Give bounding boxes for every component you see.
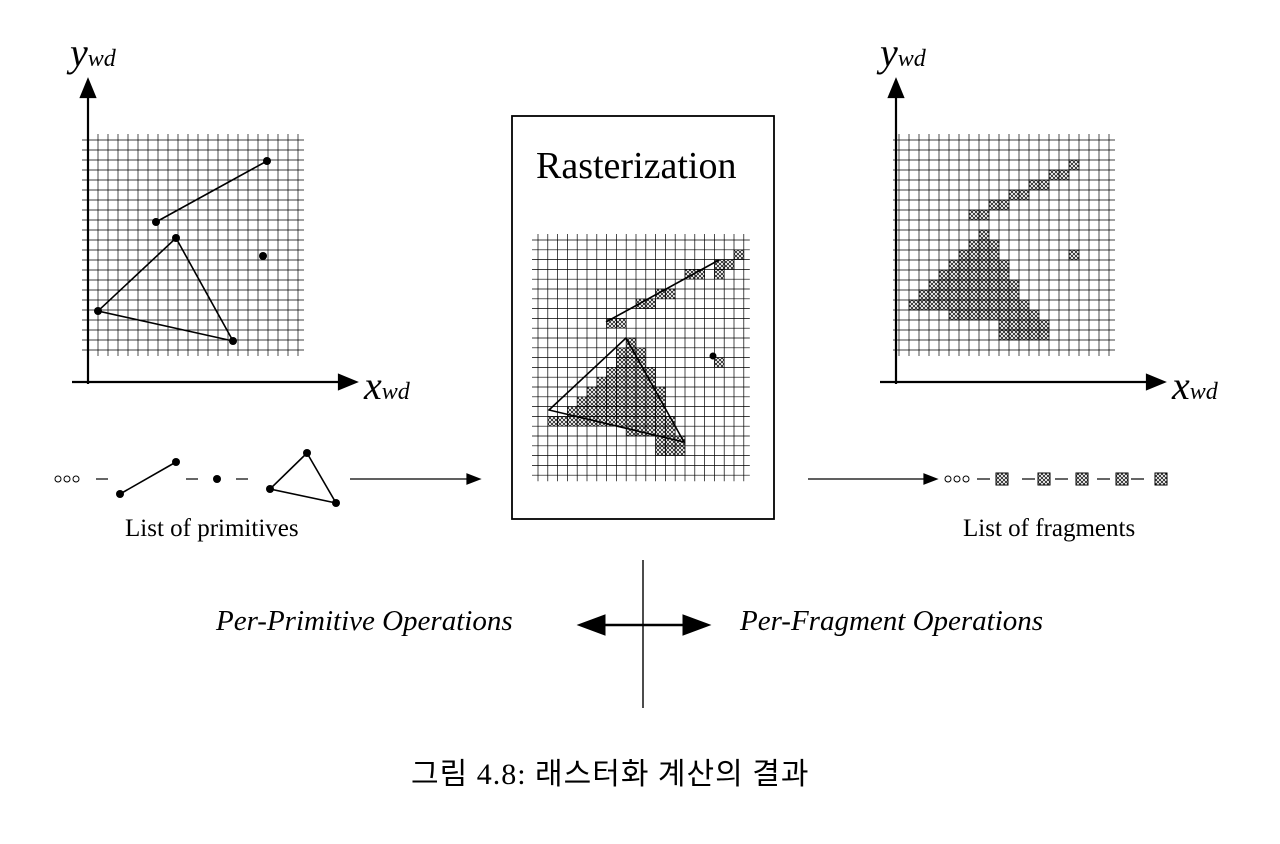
per-primitive-operations-label: Per-Primitive Operations <box>216 605 513 637</box>
ellipsis-circles-icon <box>944 475 970 483</box>
rasterization-title: Rasterization <box>536 145 737 187</box>
right-y-axis-label: ywd <box>880 30 926 75</box>
left-x-axis-label: xwd <box>364 363 410 408</box>
primitive-line <box>155 160 268 223</box>
primitives-list-row <box>54 449 482 507</box>
right-x-axis-label: xwd <box>1172 363 1218 408</box>
double-arrow-icon <box>576 614 712 636</box>
left-grid <box>82 134 304 356</box>
center-vertices <box>709 352 717 360</box>
arrow-right-icon <box>350 473 482 485</box>
center-grid <box>532 234 750 482</box>
primitives-list-label: List of primitives <box>125 515 299 542</box>
primitive-point <box>259 252 267 260</box>
right-axes <box>880 77 1167 391</box>
ellipsis-circles-icon <box>54 475 80 483</box>
center-primitives <box>547 259 720 444</box>
arrow-right-icon <box>808 473 939 485</box>
right-grid <box>893 134 1115 356</box>
figure-caption: 그림 4.8: 래스터화 계산의 결과 <box>411 758 810 791</box>
left-axes <box>72 77 359 391</box>
primitive-triangle <box>96 236 235 343</box>
left-y-axis-label: ywd <box>70 30 116 75</box>
fragments-list-label: List of fragments <box>963 515 1136 542</box>
left-vertices <box>94 157 271 345</box>
fragment-hatched-square-icon <box>995 472 1168 486</box>
per-fragment-operations-label: Per-Fragment Operations <box>740 605 1044 637</box>
left-primitives <box>96 160 268 343</box>
fragments-list-row <box>808 472 1168 486</box>
rasterization-box <box>511 115 775 520</box>
